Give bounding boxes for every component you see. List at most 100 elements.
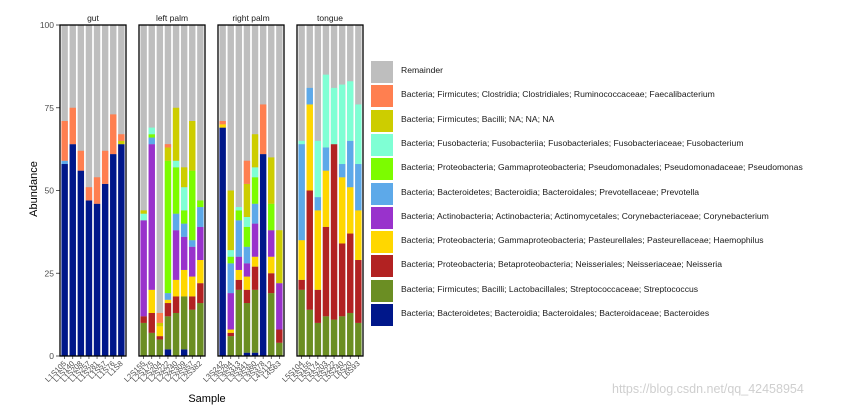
bar-segment (235, 207, 243, 211)
bar-segment (148, 144, 155, 290)
bar-segment (355, 164, 362, 211)
bar-segment (140, 220, 147, 317)
legend-label: Bacteria; Firmicutes; Bacilli; NA; NA; N… (401, 113, 555, 124)
bar-segment (164, 160, 172, 294)
bar-segment (101, 183, 109, 356)
legend-label: Bacteria; Proteobacteria; Gammaproteobac… (401, 235, 764, 246)
bar-segment (227, 293, 234, 330)
bar-segment (298, 240, 305, 280)
bar-segment (235, 269, 243, 280)
bar-segment (227, 256, 234, 264)
bar-segment (227, 250, 234, 257)
bar-segment (69, 144, 76, 356)
bar-segment (306, 309, 313, 356)
bar-segment (298, 140, 305, 145)
bar-segment (243, 352, 251, 356)
facet-gut: gutL1S105L1S140L1S208L1S257L1S281L1S57L1… (43, 13, 127, 384)
bar-segment (243, 276, 251, 290)
bar-segment (243, 216, 251, 227)
bar-segment (69, 107, 76, 145)
watermark-text: https://blog.csdn.net/qq_42458954 (612, 382, 804, 396)
bar-segment (172, 230, 180, 280)
bar-segment (164, 316, 172, 350)
bar-segment (180, 236, 188, 270)
facet-panel-border (296, 24, 364, 357)
bar-segment (306, 190, 313, 310)
bar-segment (172, 279, 180, 297)
bar-segment (251, 289, 259, 353)
y-axis-title: Abundance (28, 161, 40, 217)
legend-swatch (371, 304, 393, 326)
y-tick-label: 50 (45, 186, 55, 196)
facet-strip-label: gut (87, 13, 99, 23)
bar-segment (298, 289, 305, 356)
bar-segment (251, 223, 259, 257)
bar-segment (148, 312, 155, 333)
facet-panels: gutL1S105L1S140L1S208L1S257L1S281L1S57L1… (43, 13, 364, 384)
bar-segment (355, 210, 362, 261)
legend-label: Bacteria; Proteobacteria; Betaproteobact… (401, 259, 722, 270)
legend-swatch (371, 255, 393, 278)
bar-segment (314, 210, 322, 290)
bar-segment (197, 303, 204, 356)
bar-segment (140, 322, 147, 356)
bar-segment (251, 203, 259, 224)
bar-segment (243, 246, 251, 264)
bar-segment (268, 256, 275, 274)
bar-segment (189, 309, 196, 356)
bar-segment (197, 200, 204, 208)
bar-segment (172, 107, 180, 161)
bar-segment (197, 207, 204, 227)
bar-segment (235, 220, 243, 257)
bar-segment (276, 342, 283, 356)
bar-segment (338, 177, 346, 244)
y-axis: 0 25 50 75 100 (40, 20, 60, 361)
legend-label: Bacteria; Fusobacteria; Fusobacteriia; F… (401, 137, 744, 148)
bar-segment (322, 170, 330, 227)
bar-segment (219, 124, 226, 128)
bar-segment (164, 349, 172, 356)
bar-segment (164, 293, 172, 300)
y-tick-label: 0 (49, 351, 54, 361)
bar-segment (251, 256, 259, 267)
bar-segment (172, 167, 180, 214)
bar-segment (189, 276, 196, 297)
bar-segment (118, 140, 125, 145)
bar-segment (276, 329, 283, 343)
bar-segment (180, 167, 188, 188)
bar-segment (164, 299, 172, 304)
facet-tongue: tongueL5S104L5S155L5S174L5S203L5S222L5S2… (280, 13, 364, 384)
bar-segment (243, 226, 251, 247)
bar-segment (322, 74, 330, 148)
bar-segment (276, 283, 283, 330)
bar-segment-remainder (276, 25, 283, 356)
bar-segment (156, 326, 164, 337)
bar-segment (180, 210, 188, 224)
facet-strip-label: tongue (317, 13, 343, 23)
bar-segment (243, 303, 251, 353)
bar-segment (172, 213, 180, 231)
bar-segment (140, 213, 147, 221)
facet-panel-border (59, 24, 127, 357)
bar-segment (189, 296, 196, 310)
facet-right-palm: right palmL3S242L3S294L3S313L3S341L3S360… (201, 13, 285, 384)
legend-label: Bacteria; Firmicutes; Clostridia; Clostr… (401, 89, 715, 100)
bar-segment (355, 322, 362, 356)
bar-segment (156, 322, 164, 327)
legend-swatch (371, 279, 393, 302)
bar-segment (227, 329, 234, 333)
bar-segment (164, 303, 172, 317)
bar-segment (355, 104, 362, 165)
legend-item: Bacteria; Firmicutes; Clostridia; Clostr… (371, 85, 851, 108)
bar-segment (189, 120, 196, 171)
legend-item: Bacteria; Proteobacteria; Gammaproteobac… (371, 231, 851, 254)
bar-segment (347, 187, 354, 234)
legend-item: Bacteria; Proteobacteria; Betaproteobact… (371, 255, 851, 278)
bar-segment (85, 187, 93, 201)
bar-segment (298, 144, 305, 241)
bar-segment (338, 243, 346, 317)
bar-segment (251, 134, 259, 168)
legend-swatch (371, 109, 393, 132)
legend-swatch (371, 158, 393, 181)
bar-segment (180, 187, 188, 211)
